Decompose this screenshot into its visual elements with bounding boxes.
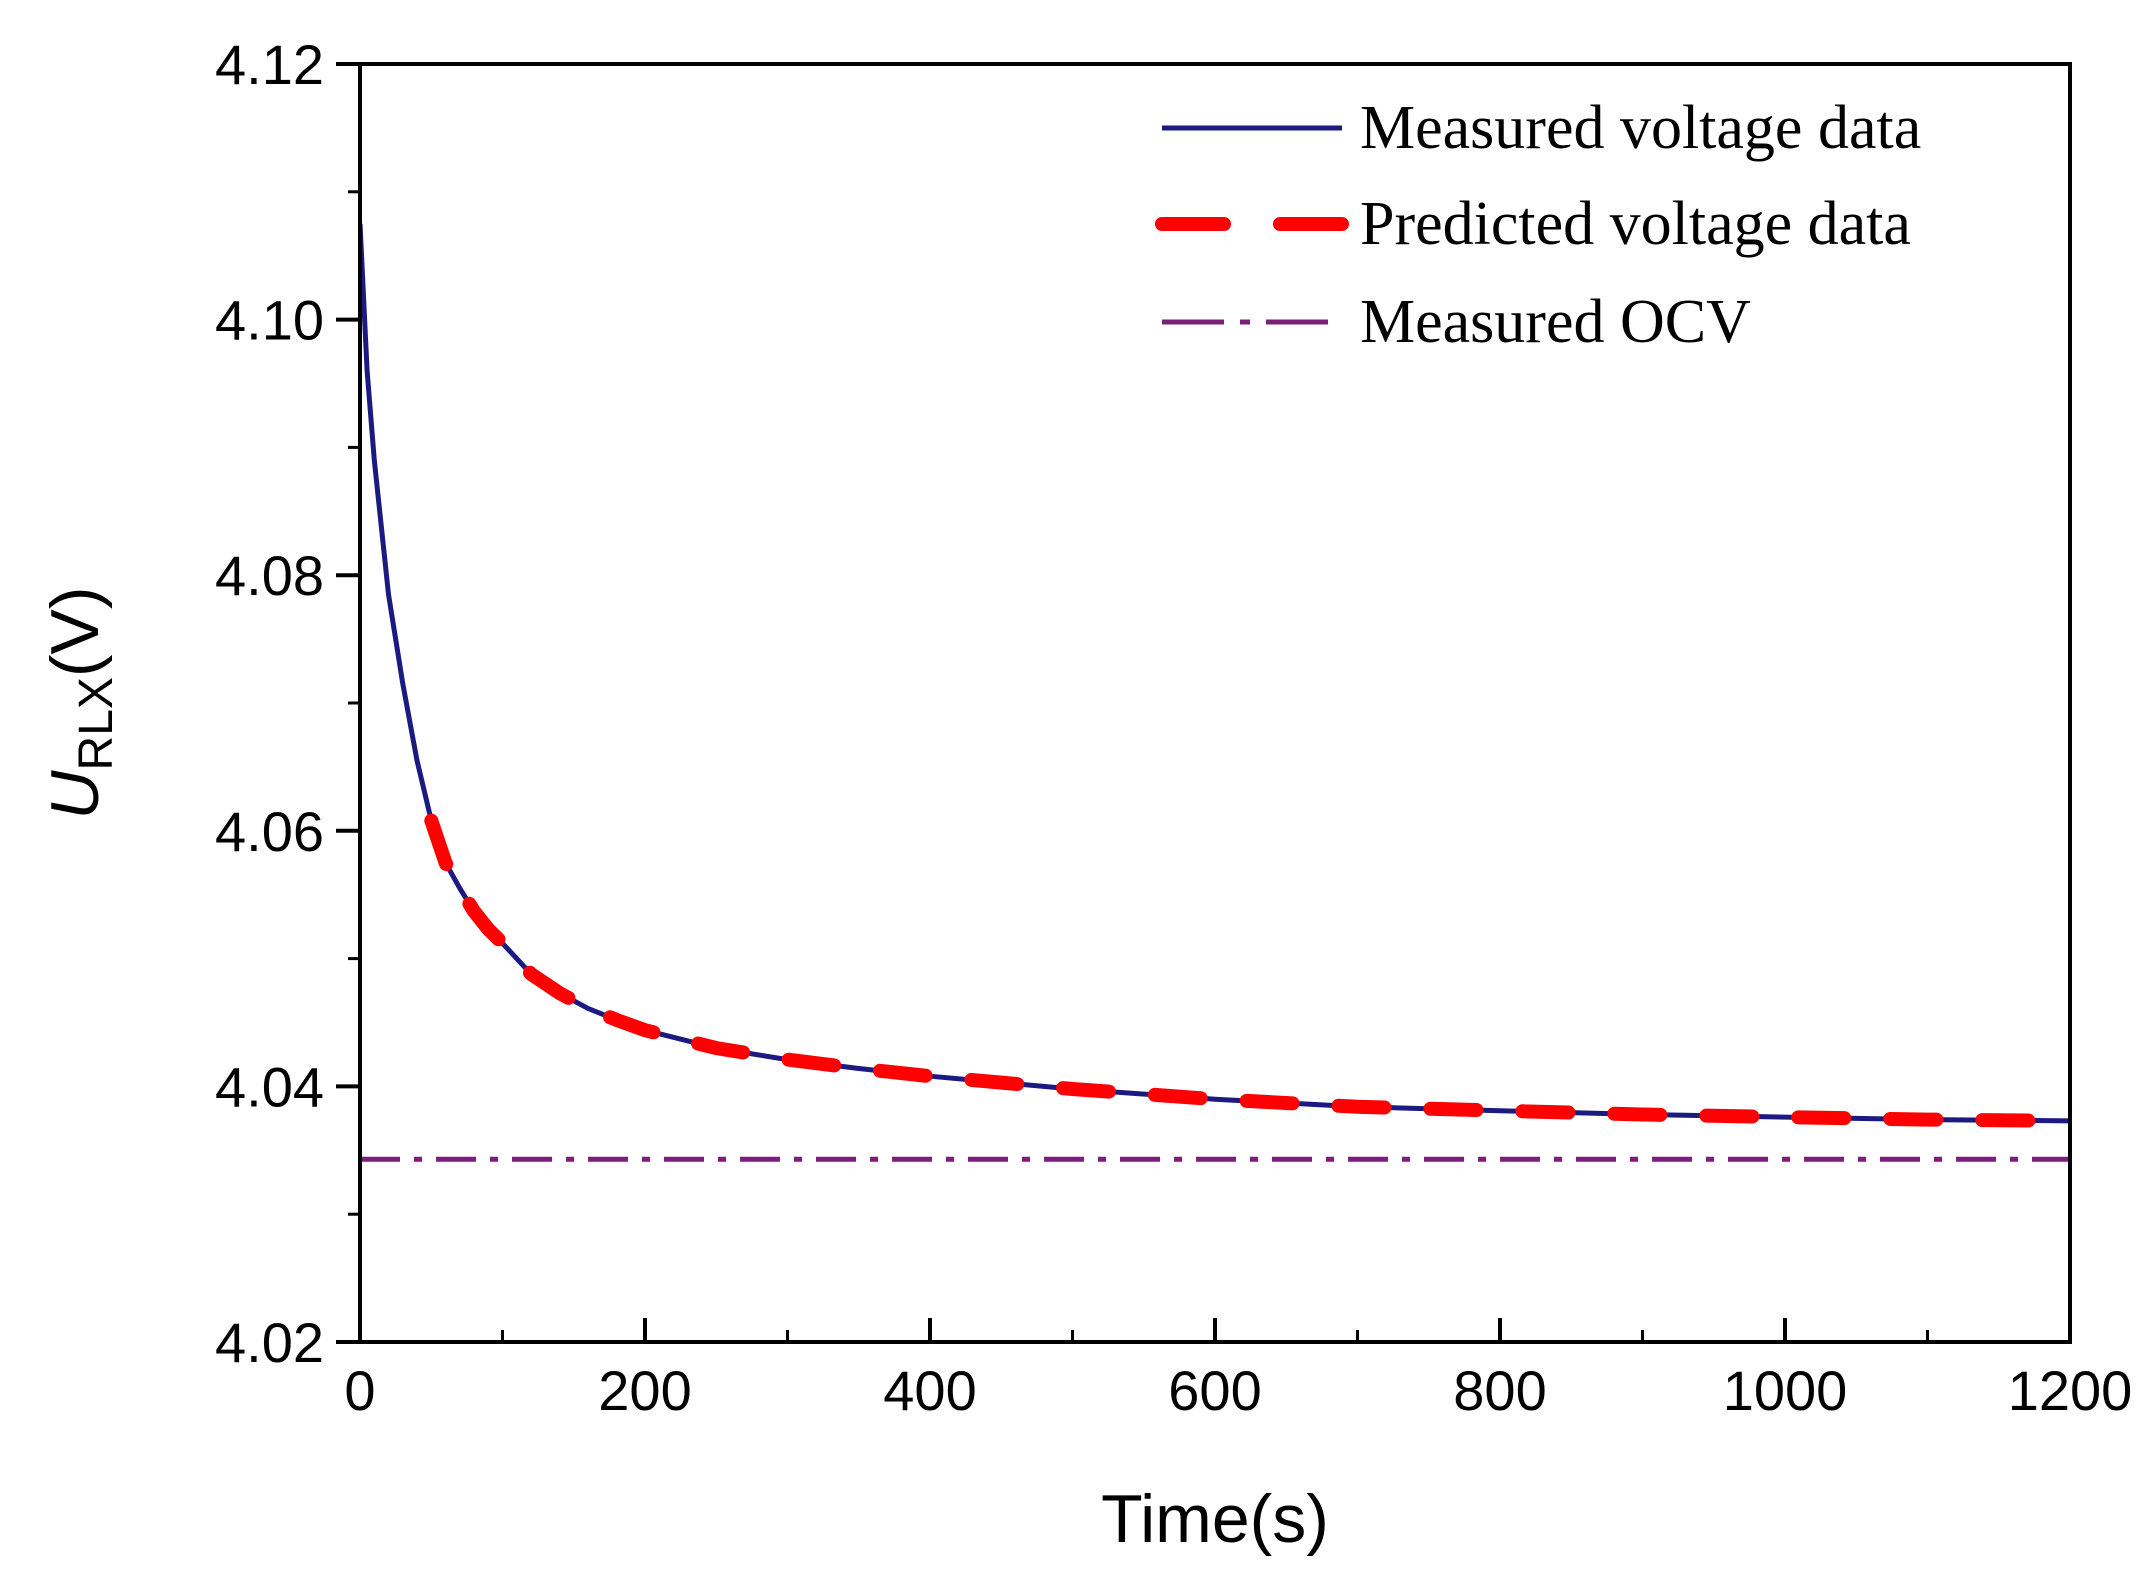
x-tick-label: 1200 xyxy=(2008,1359,2133,1422)
series-line-measured-voltage-data xyxy=(360,223,2070,1124)
y-axis-title: URLX(V) xyxy=(37,586,123,819)
series-layer xyxy=(360,223,2070,1162)
ticks-layer: 0 200 400 600 800 1000 1200 4.02 4.04 4.06 4.08 4.1… xyxy=(215,33,2132,1422)
axis-titles: Time(s) URLX(V) xyxy=(37,586,1329,1557)
x-tick-label: 600 xyxy=(1168,1359,1261,1422)
legend-label: Measured OCV xyxy=(1360,288,1751,356)
y-tick-label: 4.04 xyxy=(215,1055,324,1118)
y-tick-label: 4.02 xyxy=(215,1311,324,1374)
x-tick-label: 400 xyxy=(883,1359,976,1422)
y-tick-label: 4.12 xyxy=(215,33,324,96)
y-tick-label: 4.08 xyxy=(215,544,324,607)
y-tick-label: 4.06 xyxy=(215,800,324,863)
y-tick-label: 4.10 xyxy=(215,289,324,352)
legend-label: Measured voltage data xyxy=(1360,94,1921,162)
y-axis-unit: (V) xyxy=(37,586,113,677)
x-tick-label: 1000 xyxy=(1723,1359,1848,1422)
x-tick-label: 200 xyxy=(598,1359,691,1422)
y-axis-subscript: RLX xyxy=(70,677,123,770)
legend-label: Predicted voltage data xyxy=(1360,190,1911,258)
y-axis-symbol: U xyxy=(37,770,113,820)
x-tick-label: 800 xyxy=(1453,1359,1546,1422)
x-tick-label: 0 xyxy=(344,1359,375,1422)
x-axis-title: Time(s) xyxy=(1101,1481,1329,1557)
series-line-predicted-voltage-data xyxy=(424,813,2070,1128)
legend: Measured voltage data Predicted voltage d… xyxy=(1155,94,1921,356)
